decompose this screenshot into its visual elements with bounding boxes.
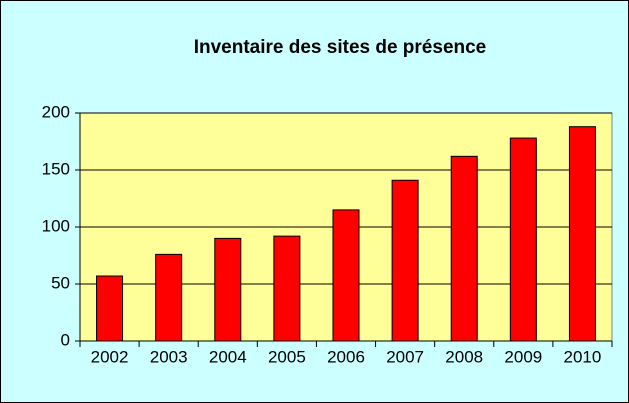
x-tick-label: 2003	[150, 347, 188, 366]
y-tick-label: 200	[42, 102, 70, 121]
bar	[273, 235, 301, 342]
chart-title: Inventaire des sites de présence	[194, 37, 487, 58]
x-tick-label: 2004	[209, 347, 247, 366]
x-tick-label: 2009	[504, 347, 542, 366]
bar	[332, 209, 360, 342]
x-tick-label: 2007	[386, 347, 424, 366]
bar	[568, 126, 596, 342]
x-tick-label: 2006	[327, 347, 365, 366]
x-tick-label: 2010	[564, 347, 602, 366]
bar	[155, 253, 183, 342]
bar	[391, 179, 419, 342]
x-tick-label: 2002	[91, 347, 129, 366]
bar	[509, 137, 537, 342]
y-tick-label: 50	[51, 273, 70, 292]
x-tick-label: 2005	[268, 347, 306, 366]
y-tick-label: 150	[42, 159, 70, 178]
y-tick-label: 100	[42, 216, 70, 235]
bar	[450, 155, 478, 342]
y-tick-label: 0	[61, 330, 70, 349]
bar	[214, 237, 242, 342]
x-tick-label: 2008	[445, 347, 483, 366]
bar	[96, 275, 124, 342]
